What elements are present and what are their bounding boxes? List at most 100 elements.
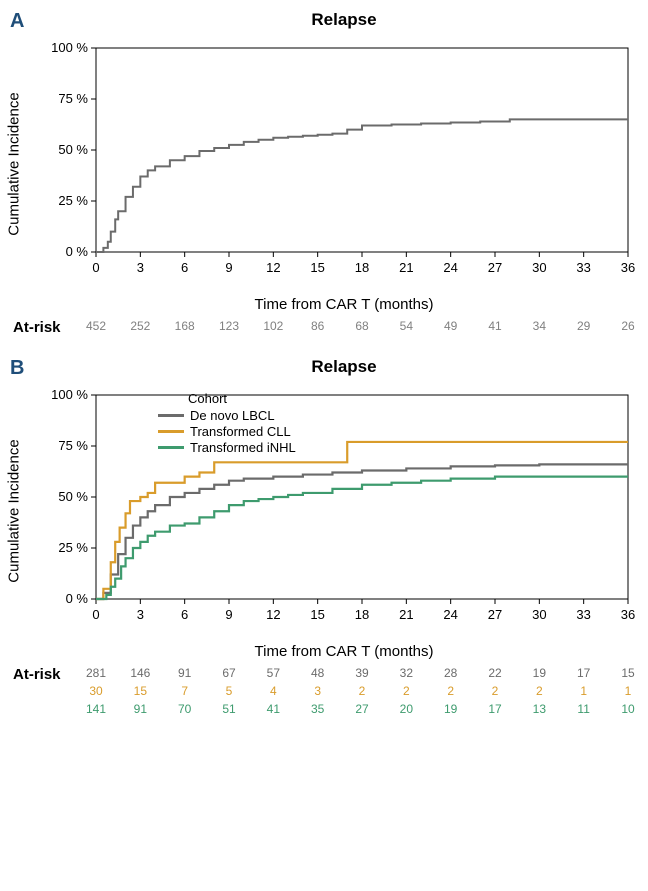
- panel-b-legend: Cohort De novo LBCLTransformed CLLTransf…: [158, 391, 296, 456]
- panel-a-svg: 0 %25 %50 %75 %100 %03691215182124273033…: [28, 34, 638, 294]
- risk-cell: 70: [178, 702, 191, 716]
- legend-swatch: [158, 430, 184, 433]
- panel-a-chart: Cumulative Incidence 0 %25 %50 %75 %100 …: [28, 34, 638, 294]
- panel-a-title: Relapse: [10, 10, 638, 30]
- svg-text:12: 12: [266, 607, 280, 622]
- svg-text:21: 21: [399, 607, 413, 622]
- panel-b-label: B: [10, 357, 24, 380]
- legend-swatch: [158, 414, 184, 417]
- svg-text:9: 9: [225, 260, 232, 275]
- svg-text:100 %: 100 %: [51, 40, 88, 55]
- risk-cell: 20: [400, 702, 413, 716]
- risk-cell: 1: [580, 684, 587, 698]
- risk-row: 2811469167574839322822191715: [28, 666, 638, 684]
- risk-cell: 10: [621, 702, 634, 716]
- svg-text:0 %: 0 %: [66, 244, 89, 259]
- svg-text:75 %: 75 %: [58, 438, 88, 453]
- risk-cell: 22: [488, 666, 501, 680]
- svg-text:100 %: 100 %: [51, 387, 88, 402]
- risk-cell: 5: [226, 684, 233, 698]
- risk-cell: 13: [533, 702, 546, 716]
- risk-cell: 2: [492, 684, 499, 698]
- risk-cell: 26: [621, 319, 634, 333]
- panel-b-risk-table: At-risk 28114691675748393228221917153015…: [28, 666, 638, 720]
- svg-text:18: 18: [355, 260, 369, 275]
- panel-b-chart: Cumulative Incidence 0 %25 %50 %75 %100 …: [28, 381, 638, 641]
- svg-text:30: 30: [532, 607, 546, 622]
- svg-text:12: 12: [266, 260, 280, 275]
- risk-cell: 41: [488, 319, 501, 333]
- legend-label: De novo LBCL: [190, 408, 275, 423]
- risk-cell: 452: [86, 319, 106, 333]
- risk-cell: 2: [447, 684, 454, 698]
- panel-b: B Relapse Cumulative Incidence 0 %25 %50…: [10, 357, 638, 720]
- svg-text:15: 15: [310, 607, 324, 622]
- legend-label: Transformed iNHL: [190, 440, 296, 455]
- legend-swatch: [158, 446, 184, 449]
- panel-b-svg: 0 %25 %50 %75 %100 %03691215182124273033…: [28, 381, 638, 641]
- risk-cell: 19: [444, 702, 457, 716]
- risk-cell: 49: [444, 319, 457, 333]
- risk-cell: 141: [86, 702, 106, 716]
- svg-text:3: 3: [137, 607, 144, 622]
- risk-cell: 34: [533, 319, 546, 333]
- svg-text:75 %: 75 %: [58, 91, 88, 106]
- panel-a-risk-table: At-risk 4522521681231028668544941342926: [28, 319, 638, 337]
- risk-cell: 54: [400, 319, 413, 333]
- svg-text:30: 30: [532, 260, 546, 275]
- risk-cell: 146: [130, 666, 150, 680]
- svg-text:25 %: 25 %: [58, 193, 88, 208]
- svg-text:18: 18: [355, 607, 369, 622]
- risk-cell: 28: [444, 666, 457, 680]
- risk-cell: 3: [314, 684, 321, 698]
- svg-text:9: 9: [225, 607, 232, 622]
- panel-a: A Relapse Cumulative Incidence 0 %25 %50…: [10, 10, 638, 337]
- legend-title: Cohort: [158, 391, 296, 406]
- legend-item: De novo LBCL: [158, 408, 296, 423]
- svg-text:36: 36: [621, 260, 635, 275]
- risk-cell: 39: [355, 666, 368, 680]
- risk-cell: 32: [400, 666, 413, 680]
- panel-b-ylabel: Cumulative Incidence: [6, 439, 23, 582]
- svg-text:0: 0: [92, 607, 99, 622]
- risk-cell: 57: [267, 666, 280, 680]
- risk-cell: 68: [355, 319, 368, 333]
- risk-cell: 91: [134, 702, 147, 716]
- svg-text:24: 24: [443, 260, 457, 275]
- panel-b-xlabel: Time from CAR T (months): [10, 643, 638, 660]
- risk-cell: 15: [134, 684, 147, 698]
- risk-cell: 29: [577, 319, 590, 333]
- svg-text:33: 33: [576, 260, 590, 275]
- panel-a-ylabel: Cumulative Incidence: [6, 92, 23, 235]
- risk-cell: 17: [577, 666, 590, 680]
- risk-cell: 35: [311, 702, 324, 716]
- svg-text:50 %: 50 %: [58, 489, 88, 504]
- svg-text:36: 36: [621, 607, 635, 622]
- panel-a-xlabel: Time from CAR T (months): [10, 296, 638, 313]
- risk-cell: 48: [311, 666, 324, 680]
- risk-cell: 17: [488, 702, 501, 716]
- risk-row: 301575432222211: [28, 684, 638, 702]
- risk-cell: 2: [403, 684, 410, 698]
- svg-text:27: 27: [488, 607, 502, 622]
- risk-cell: 41: [267, 702, 280, 716]
- svg-text:50 %: 50 %: [58, 142, 88, 157]
- risk-cell: 67: [222, 666, 235, 680]
- legend-item: Transformed iNHL: [158, 440, 296, 455]
- panel-a-label: A: [10, 10, 24, 33]
- svg-text:21: 21: [399, 260, 413, 275]
- legend-item: Transformed CLL: [158, 424, 296, 439]
- risk-cell: 27: [355, 702, 368, 716]
- risk-cell: 19: [533, 666, 546, 680]
- risk-cell: 252: [130, 319, 150, 333]
- risk-cell: 11: [577, 702, 589, 716]
- risk-cell: 2: [536, 684, 543, 698]
- risk-cell: 281: [86, 666, 106, 680]
- svg-text:0 %: 0 %: [66, 591, 89, 606]
- risk-row: 141917051413527201917131110: [28, 702, 638, 720]
- risk-cell: 2: [359, 684, 366, 698]
- svg-text:3: 3: [137, 260, 144, 275]
- svg-text:27: 27: [488, 260, 502, 275]
- panel-a-risk-row: 4522521681231028668544941342926: [28, 319, 638, 337]
- legend-label: Transformed CLL: [190, 424, 291, 439]
